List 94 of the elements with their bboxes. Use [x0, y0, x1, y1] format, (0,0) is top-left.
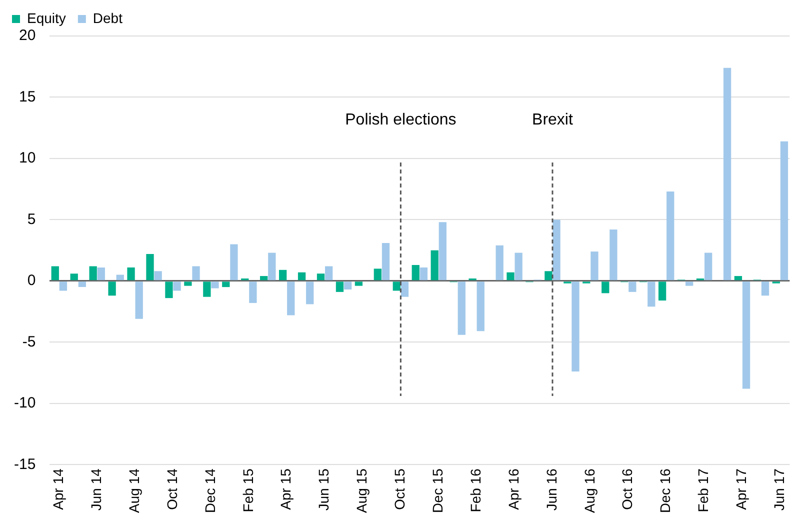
- bar: [70, 274, 78, 280]
- bar: [325, 266, 333, 280]
- bar: [336, 282, 344, 292]
- bar: [135, 282, 143, 319]
- bar: [78, 282, 86, 288]
- bar: [89, 266, 97, 280]
- x-tick-label: Dec 16: [657, 468, 674, 513]
- bar: [116, 274, 124, 280]
- x-tick-label: Apr 16: [505, 468, 522, 510]
- bar: [374, 268, 382, 280]
- legend-label: Debt: [92, 10, 123, 26]
- bar: [723, 68, 732, 280]
- x-tick-label: Jun 15: [316, 468, 332, 511]
- bar: [344, 282, 352, 290]
- bar: [412, 265, 420, 280]
- bar: [59, 282, 68, 291]
- x-tick-label: Aug 14: [126, 468, 142, 514]
- bar: [552, 220, 560, 280]
- bar: [544, 271, 552, 280]
- bar: [761, 282, 770, 296]
- bar: [260, 276, 268, 280]
- bar: [382, 242, 390, 280]
- bar: [420, 267, 428, 280]
- bar: [211, 282, 219, 288]
- bar: [602, 282, 610, 294]
- x-tick-label: Aug 15: [354, 468, 370, 514]
- bar: [572, 282, 580, 372]
- x-tick-label: Jun 14: [88, 468, 104, 511]
- bar: [222, 282, 230, 288]
- x-tick-label: Oct 14: [164, 468, 180, 510]
- y-tick-label: 0: [27, 272, 36, 290]
- bar: [298, 272, 306, 280]
- bar: [742, 282, 750, 389]
- bar: [51, 266, 59, 280]
- x-tick-label: Dec 14: [202, 468, 218, 513]
- y-tick-label: -5: [22, 333, 36, 350]
- y-tick-label: 15: [18, 88, 36, 106]
- bar: [287, 282, 295, 316]
- bar: [165, 282, 173, 298]
- bar: [392, 282, 400, 291]
- bar: [268, 252, 276, 280]
- x-tick-label: Apr 14: [50, 468, 66, 510]
- bar: [316, 274, 325, 280]
- bar: [438, 222, 447, 280]
- bar: [458, 282, 466, 335]
- bar: [648, 282, 656, 307]
- legend-label: Equity: [27, 10, 66, 26]
- bar: [628, 282, 636, 292]
- bar: [780, 141, 788, 280]
- bar: [704, 252, 712, 280]
- bar: [590, 252, 598, 280]
- y-tick-label: -10: [14, 394, 36, 412]
- bar: [230, 244, 238, 280]
- bar: [430, 250, 438, 280]
- bar: [97, 267, 105, 280]
- bar: [734, 276, 742, 280]
- x-tick-label: Aug 16: [581, 468, 598, 514]
- bar: [506, 272, 514, 280]
- x-tick-label: Jun 16: [543, 468, 560, 511]
- y-tick-label: 5: [27, 210, 36, 228]
- y-tick-label: 20: [18, 27, 36, 44]
- bar: [192, 266, 200, 280]
- bar: [514, 252, 522, 280]
- bar: [354, 282, 363, 286]
- x-tick-label: Oct 15: [392, 468, 408, 510]
- bar: [173, 282, 181, 291]
- x-tick-label: Dec 15: [430, 468, 446, 513]
- y-tick-label: -15: [14, 456, 36, 473]
- bar: [686, 282, 694, 286]
- bar: [496, 245, 504, 280]
- bar: [184, 282, 192, 286]
- x-tick-label: Feb 16: [467, 468, 484, 512]
- x-tick-label: Oct 16: [619, 468, 636, 510]
- bar: [146, 254, 154, 280]
- bar: [154, 271, 162, 280]
- ref-line-label: Brexit: [532, 112, 574, 129]
- bar: [203, 282, 211, 297]
- bar: [610, 229, 618, 280]
- bar: [658, 282, 666, 301]
- bar: [476, 282, 484, 332]
- x-tick-label: Jun 17: [771, 468, 788, 511]
- bar: [127, 267, 135, 280]
- bar: [666, 192, 674, 280]
- bar: [249, 282, 257, 303]
- x-tick-label: Feb 15: [240, 468, 256, 512]
- x-tick-label: Feb 17: [695, 468, 712, 512]
- x-tick-label: Apr 17: [733, 468, 750, 510]
- y-tick-label: 10: [18, 150, 36, 167]
- x-tick-label: Apr 15: [278, 468, 294, 510]
- bar: [400, 282, 409, 297]
- ref-line-label: Polish elections: [345, 112, 456, 129]
- bar: [278, 270, 287, 280]
- bar: [306, 282, 314, 304]
- bar: [108, 282, 116, 296]
